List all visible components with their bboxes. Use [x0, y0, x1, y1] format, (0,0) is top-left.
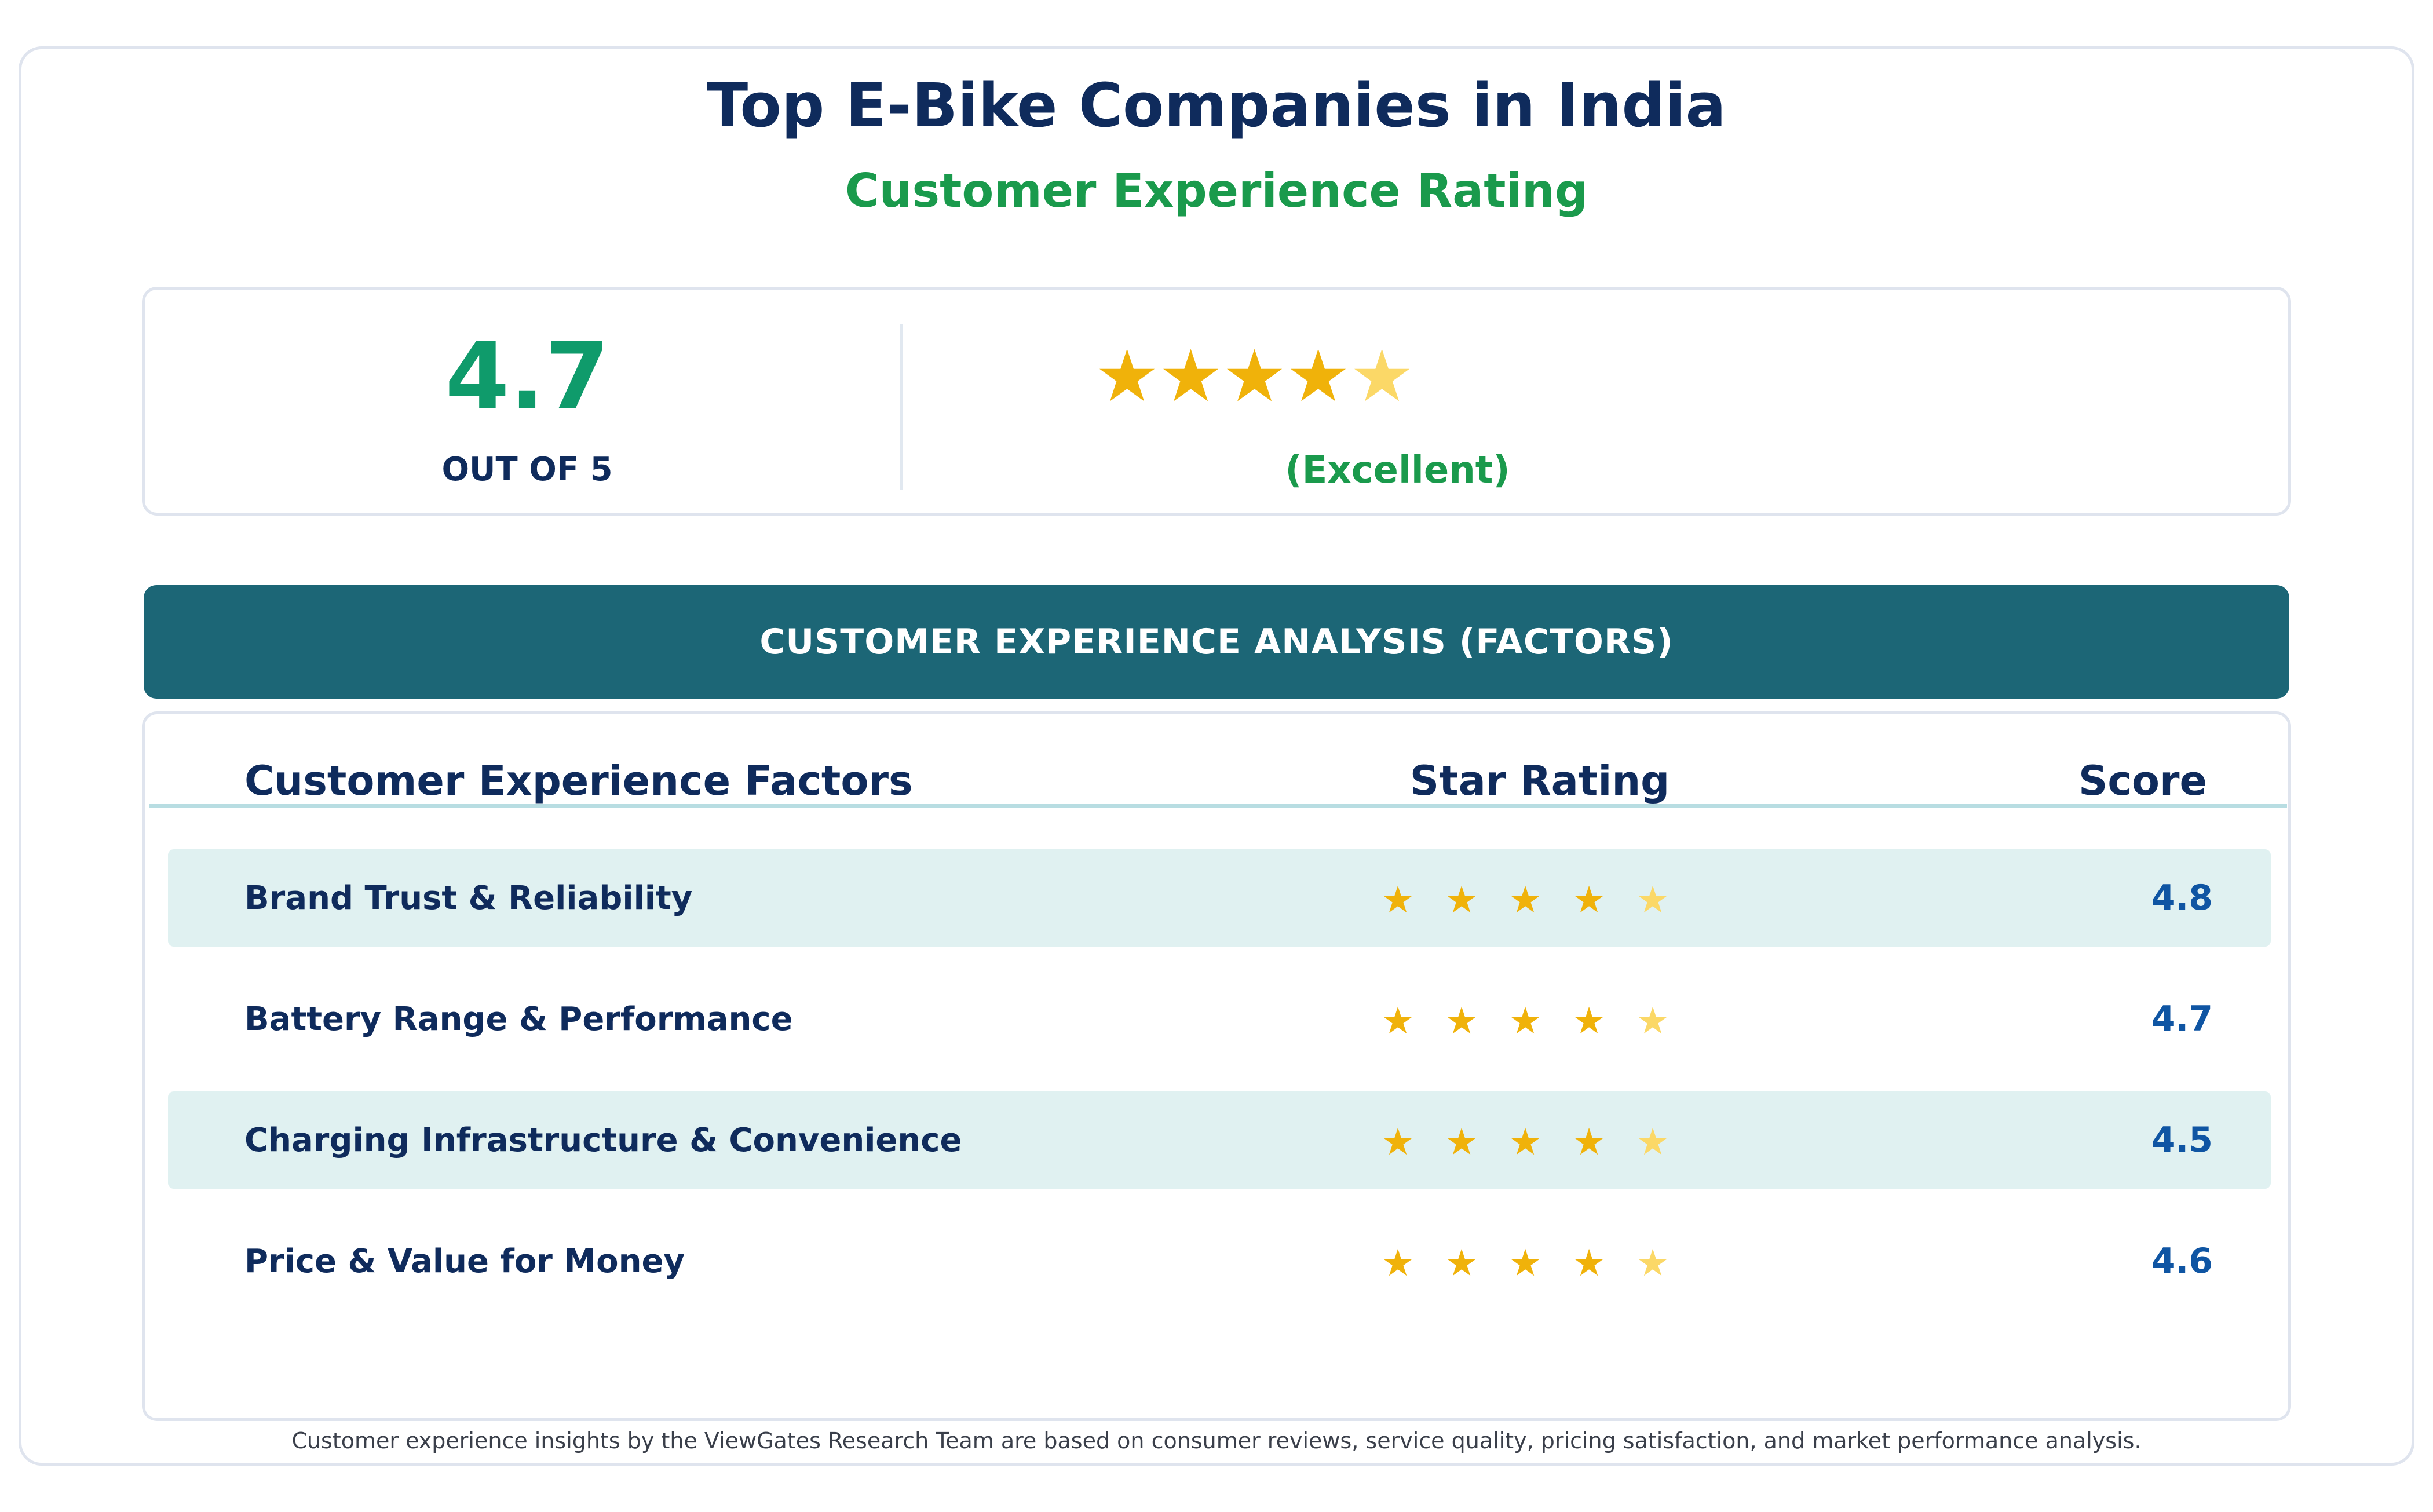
factor-label: Brand Trust & Reliability: [244, 879, 693, 917]
star-icon: ★: [1572, 1121, 1606, 1164]
star-icon: ★: [1381, 879, 1415, 922]
overall-score: 4.7: [445, 322, 609, 430]
section-banner-title: CUSTOMER EXPERIENCE ANALYSIS (FACTORS): [759, 622, 1674, 662]
header-divider: [149, 804, 2287, 808]
star-icon: ★: [1508, 879, 1542, 922]
star-icon: ★: [1445, 879, 1478, 922]
factor-score: 4.7: [2151, 999, 2213, 1039]
star-icon: ★: [1636, 1000, 1670, 1043]
page-title: Top E-Bike Companies in India: [707, 70, 1726, 141]
star-icon: ★: [1286, 335, 1351, 418]
star-icon: ★: [1508, 1121, 1542, 1164]
factor-score: 4.6: [2151, 1241, 2213, 1281]
summary-divider: [900, 324, 903, 490]
star-icon: ★: [1508, 1000, 1542, 1043]
overall-star-rating: ★ ★ ★ ★ ★: [1095, 335, 1415, 418]
column-header-factors: Customer Experience Factors: [244, 757, 913, 805]
factor-star-rating: ★ ★ ★ ★ ★: [1366, 849, 1685, 947]
table-row: Charging Infrastructure & Convenience ★ ★ ★…: [168, 1091, 2271, 1189]
factor-star-rating: ★ ★ ★ ★ ★: [1366, 1212, 1685, 1310]
star-icon: ★: [1095, 335, 1160, 418]
page-subtitle: Customer Experience Rating: [845, 164, 1588, 218]
out-of-label: OUT OF 5: [441, 451, 613, 488]
star-icon: ★: [1636, 879, 1670, 922]
star-icon: ★: [1572, 1242, 1606, 1285]
overall-rating-card: 4.7 OUT OF 5 ★ ★ ★ ★ ★ (Excellent): [142, 287, 2291, 516]
column-header-score: Score: [2078, 757, 2207, 805]
factors-table: Customer Experience Factors Star Rating …: [142, 711, 2291, 1421]
star-icon: ★: [1572, 1000, 1606, 1043]
rating-label: (Excellent): [1285, 449, 1510, 492]
factor-score: 4.5: [2151, 1120, 2213, 1160]
factor-star-rating: ★ ★ ★ ★ ★: [1366, 1091, 1685, 1189]
star-icon: ★: [1445, 1000, 1478, 1043]
star-icon: ★: [1445, 1242, 1478, 1285]
star-icon: ★: [1381, 1000, 1415, 1043]
factor-label: Charging Infrastructure & Convenience: [244, 1121, 962, 1159]
star-icon: ★: [1636, 1242, 1670, 1285]
factor-label: Price & Value for Money: [244, 1242, 685, 1280]
footnote: Customer experience insights by the View…: [291, 1428, 2142, 1453]
star-icon: ★: [1350, 335, 1415, 418]
factor-star-rating: ★ ★ ★ ★ ★: [1366, 970, 1685, 1068]
star-icon: ★: [1445, 1121, 1478, 1164]
table-row: Brand Trust & Reliability ★ ★ ★ ★ ★ 4.8: [168, 849, 2271, 947]
factor-label: Battery Range & Performance: [244, 1000, 793, 1038]
star-icon: ★: [1381, 1242, 1415, 1285]
table-row: Battery Range & Performance ★ ★ ★ ★ ★ 4.7: [168, 970, 2271, 1068]
star-icon: ★: [1572, 879, 1606, 922]
star-icon: ★: [1508, 1242, 1542, 1285]
star-icon: ★: [1222, 335, 1287, 418]
section-banner: CUSTOMER EXPERIENCE ANALYSIS (FACTORS): [144, 585, 2289, 699]
star-icon: ★: [1381, 1121, 1415, 1164]
star-icon: ★: [1636, 1121, 1670, 1164]
column-header-star-rating: Star Rating: [1409, 757, 1670, 805]
table-row: Price & Value for Money ★ ★ ★ ★ ★ 4.6: [168, 1212, 2271, 1310]
factor-score: 4.8: [2151, 878, 2213, 918]
star-icon: ★: [1159, 335, 1223, 418]
